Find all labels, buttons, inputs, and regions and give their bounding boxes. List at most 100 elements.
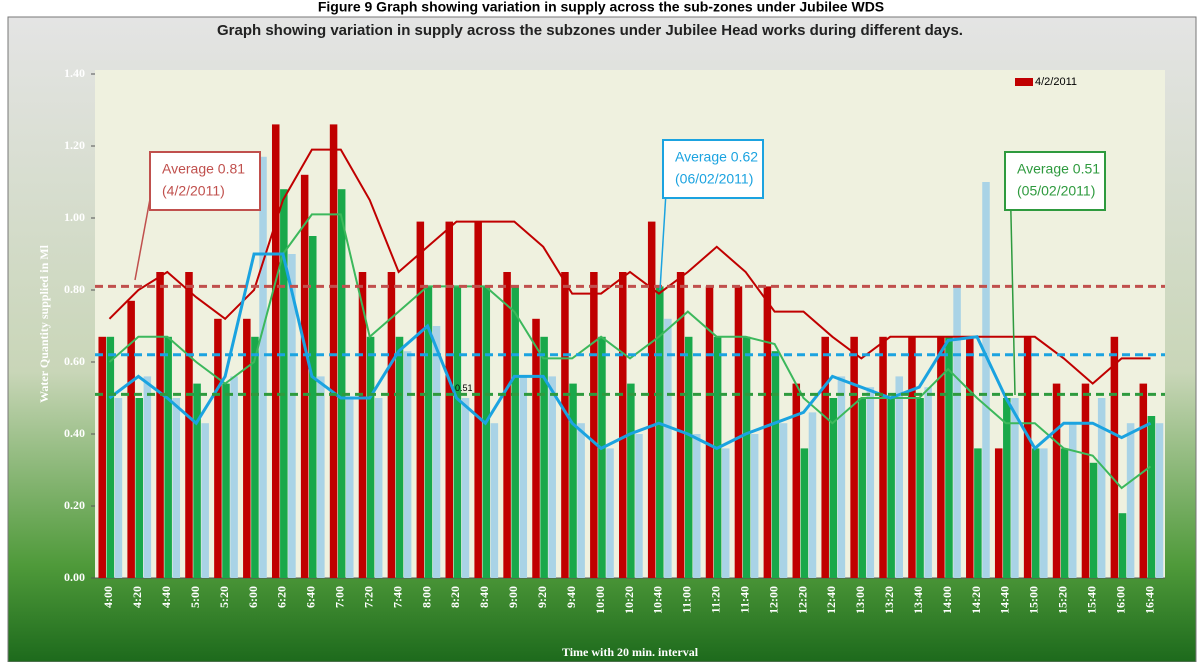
bar xyxy=(693,434,701,578)
bar xyxy=(721,448,730,578)
x-tick-label: 8:20 xyxy=(448,586,462,608)
bar xyxy=(106,336,115,578)
bar xyxy=(432,326,441,578)
x-tick-label: 10:40 xyxy=(651,586,665,614)
y-axis-title: Water Quantity supplied in Ml xyxy=(37,244,51,402)
x-tick-label: 8:40 xyxy=(477,586,491,608)
x-tick-label: 16:00 xyxy=(1113,586,1127,614)
x-axis-title: Time with 20 min. interval xyxy=(562,645,699,659)
x-tick-label: 14:00 xyxy=(940,586,954,614)
bar xyxy=(895,376,903,578)
x-tick-label: 12:20 xyxy=(795,586,809,614)
bar xyxy=(1040,448,1048,578)
bar xyxy=(300,174,309,579)
bar xyxy=(374,398,383,578)
bar xyxy=(792,383,801,578)
callout-box xyxy=(1004,151,1106,211)
callout-text: Average 0.81 xyxy=(162,161,245,177)
y-tick-label: 1.00 xyxy=(64,210,85,224)
bar xyxy=(445,221,454,578)
bar xyxy=(1139,383,1148,578)
bar xyxy=(482,286,491,578)
bar xyxy=(1052,383,1061,578)
bar xyxy=(953,286,961,578)
bar xyxy=(937,336,945,578)
bar xyxy=(156,272,164,578)
bar xyxy=(779,423,788,578)
bar xyxy=(532,318,540,578)
bar xyxy=(800,448,809,578)
bar xyxy=(713,336,722,578)
bar xyxy=(577,423,585,578)
bar xyxy=(519,376,528,578)
bar xyxy=(982,182,990,578)
x-tick-label: 6:20 xyxy=(275,586,289,608)
x-tick-label: 15:20 xyxy=(1056,586,1070,614)
bar xyxy=(317,376,325,578)
bar xyxy=(569,383,577,578)
bar xyxy=(664,318,672,578)
bar xyxy=(916,398,924,578)
bar xyxy=(143,376,152,578)
bar xyxy=(230,376,238,578)
bar xyxy=(1011,398,1019,578)
average-value-label: 0.51 xyxy=(455,383,473,393)
bar xyxy=(808,412,817,578)
x-tick-label: 14:20 xyxy=(969,586,983,614)
bar xyxy=(879,336,887,578)
callout-text: Average 0.62 xyxy=(675,149,758,165)
bar xyxy=(416,221,425,578)
bar xyxy=(821,336,829,578)
x-tick-label: 8:00 xyxy=(419,586,433,608)
bar xyxy=(656,286,664,578)
bar xyxy=(994,448,1003,578)
bar xyxy=(453,286,462,578)
bar xyxy=(1068,423,1077,578)
bar xyxy=(1126,423,1135,578)
bar xyxy=(676,272,685,578)
callout-box xyxy=(149,151,261,211)
bar xyxy=(858,398,866,578)
x-tick-label: 9:40 xyxy=(564,586,578,608)
y-tick-label: 0.60 xyxy=(64,354,85,368)
x-tick-label: 12:00 xyxy=(766,586,780,614)
bar xyxy=(1060,448,1069,578)
bar xyxy=(288,254,296,578)
bar xyxy=(490,423,499,578)
x-tick-label: 15:00 xyxy=(1027,586,1041,614)
callout-box xyxy=(662,139,764,199)
callout-text: (06/02/2011) xyxy=(675,171,753,187)
bar xyxy=(974,448,982,578)
y-tick-label: 0.20 xyxy=(64,498,85,512)
x-tick-label: 6:40 xyxy=(304,586,318,608)
x-tick-label: 5:00 xyxy=(188,586,202,608)
bar xyxy=(395,336,404,578)
x-tick-label: 9:20 xyxy=(535,586,549,608)
bar xyxy=(114,398,123,578)
y-tick-label: 0.40 xyxy=(64,426,85,440)
bar xyxy=(172,398,181,578)
x-tick-label: 7:20 xyxy=(361,586,375,608)
x-tick-label: 4:20 xyxy=(130,586,144,608)
bar xyxy=(866,387,875,578)
bar xyxy=(1031,448,1040,578)
x-tick-label: 4:00 xyxy=(101,586,115,608)
bar xyxy=(366,336,375,578)
bar xyxy=(387,272,396,578)
x-tick-label: 16:40 xyxy=(1142,586,1156,614)
bar xyxy=(424,286,433,578)
callout-text: (4/2/2011) xyxy=(162,183,225,199)
x-tick-label: 11:40 xyxy=(737,586,751,613)
bar xyxy=(750,434,759,578)
bar xyxy=(1110,336,1119,578)
x-tick-label: 13:20 xyxy=(882,586,896,614)
callout-text: (05/02/2011) xyxy=(1017,183,1095,199)
bar xyxy=(127,300,135,578)
y-tick-label: 1.40 xyxy=(64,66,85,80)
bar xyxy=(590,272,598,578)
bar xyxy=(259,156,267,579)
chart-title: Graph showing variation in supply across… xyxy=(217,22,963,39)
bar xyxy=(945,336,953,578)
bar xyxy=(705,286,714,578)
bar xyxy=(135,398,144,578)
